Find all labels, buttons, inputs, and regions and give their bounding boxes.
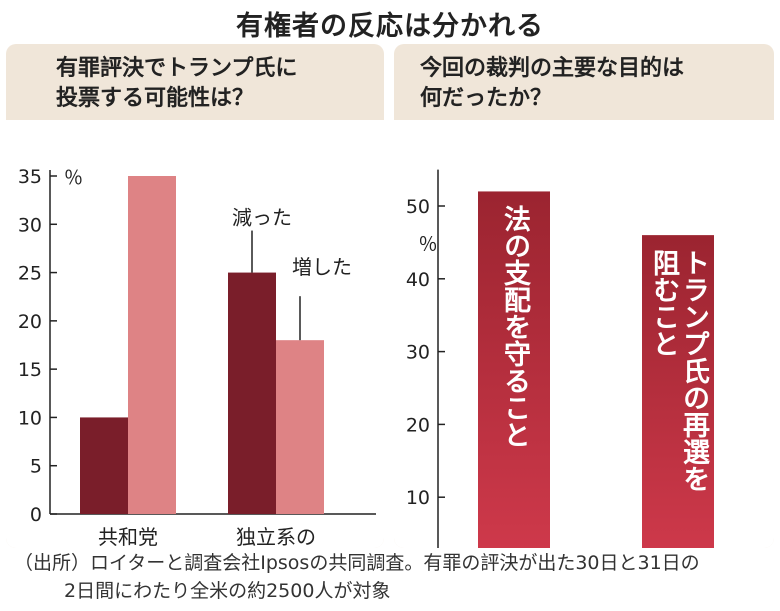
left-category-label: 共和党 bbox=[98, 525, 158, 548]
legend-decreased-label: 減った bbox=[232, 206, 292, 230]
right-y-tick-label: 40 bbox=[406, 269, 430, 291]
main-title: 有権者の反応は分かれる bbox=[236, 11, 544, 42]
left-bar-increased-0 bbox=[128, 176, 176, 514]
left-chart-title-line-2: 投票する可能性は？ bbox=[56, 86, 255, 111]
left-y-tick-label: 10 bbox=[18, 407, 42, 429]
right-chart-svg: 01020304050％ bbox=[406, 169, 766, 582]
left-bar-increased-1 bbox=[276, 340, 324, 514]
left-category-label: 独立系の bbox=[236, 525, 316, 548]
left-y-tick-label: 5 bbox=[30, 456, 42, 478]
left-y-tick-label: 25 bbox=[18, 263, 42, 285]
source-note: （出所）ロイターと調査会社Ipsosの共同調査。有罪の評決が出た30日と31日の… bbox=[14, 549, 776, 605]
left-bar-decreased-1 bbox=[228, 272, 276, 514]
right-y-tick-label: 20 bbox=[406, 414, 430, 436]
bar-label-block-reelection: トランプ氏の再選を 阻むこと bbox=[648, 249, 709, 493]
left-y-tick-label: 15 bbox=[18, 359, 42, 381]
right-y-tick-label: 50 bbox=[406, 196, 430, 218]
right-chart-title-line-1: 今回の裁判の主要な目的は bbox=[420, 56, 685, 81]
left-chart-title-line-1: 有罪評決でトランプ氏に bbox=[56, 56, 298, 81]
source-line-1: （出所）ロイターと調査会社Ipsosの共同調査。有罪の評決が出た30日と31日の bbox=[14, 552, 700, 574]
left-unit-label: ％ bbox=[64, 167, 83, 189]
left-y-tick-label: 30 bbox=[18, 214, 42, 236]
left-y-tick-label: 0 bbox=[30, 504, 42, 526]
left-chart-title: 有罪評決でトランプ氏に 投票する可能性は？ bbox=[56, 54, 297, 114]
right-chart-panel: 今回の裁判の主要な目的は 何だったか？ 01020304050％ 法の支配を守る… bbox=[394, 44, 774, 582]
left-y-tick-label: 35 bbox=[18, 166, 42, 188]
right-bar-1 bbox=[642, 235, 714, 570]
left-chart-panel: 有罪評決でトランプ氏に 投票する可能性は？ 0 5 10 15 20 25 30 35 ％ 共和党… bbox=[6, 44, 384, 575]
right-y-tick-label: 30 bbox=[406, 342, 430, 364]
right-bar-0 bbox=[478, 191, 550, 570]
legend-increased-label: 増した bbox=[292, 255, 352, 279]
left-y-tick-label: 20 bbox=[18, 311, 42, 333]
bar-label-rule-of-law: 法の支配を守ること bbox=[499, 205, 530, 449]
left-bar-decreased-0 bbox=[80, 417, 128, 514]
source-line-2: 2日間にわたり全米の約2500人が対象 bbox=[64, 580, 391, 602]
right-y-tick-label: 10 bbox=[406, 487, 430, 509]
right-unit-label: ％ bbox=[418, 233, 437, 255]
right-chart-title-line-2: 何だったか？ bbox=[420, 86, 553, 111]
right-chart-title: 今回の裁判の主要な目的は 何だったか？ bbox=[420, 54, 684, 114]
